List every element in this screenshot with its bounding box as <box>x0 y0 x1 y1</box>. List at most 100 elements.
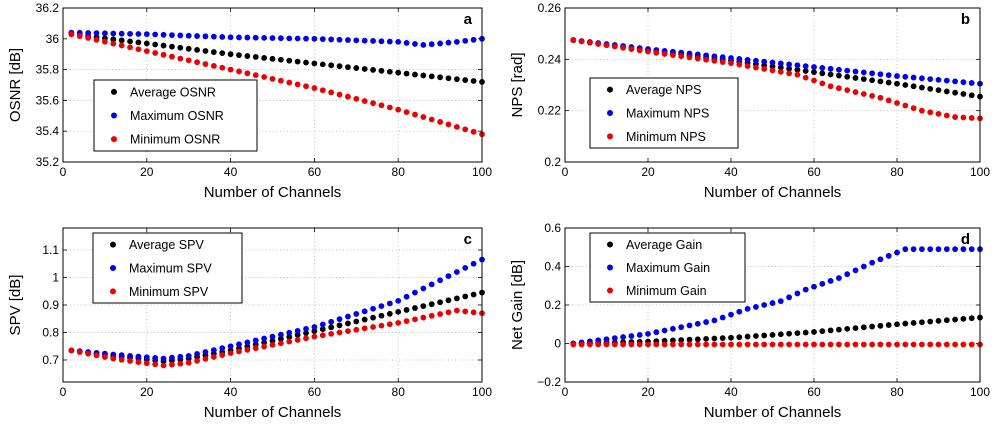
data-point <box>827 327 834 334</box>
legend: Average OSNR Maximum OSNR Minimum OSNR <box>93 79 258 152</box>
data-point <box>386 68 393 75</box>
data-point <box>852 75 859 81</box>
data-point <box>336 63 343 70</box>
data-point <box>319 36 326 43</box>
data-point <box>311 328 318 335</box>
data-point <box>794 341 801 348</box>
data-point <box>127 38 133 45</box>
data-point <box>210 49 217 55</box>
data-point <box>244 34 251 41</box>
data-point <box>93 30 100 37</box>
data-point <box>943 88 950 95</box>
data-point <box>244 339 251 346</box>
data-point <box>236 34 242 41</box>
x-tick-label: 0 <box>562 165 569 179</box>
panel-letter: a <box>464 11 473 28</box>
data-point <box>952 341 958 348</box>
data-point <box>386 321 393 328</box>
data-point <box>686 322 693 329</box>
data-point <box>603 336 610 343</box>
x-tick-label: 40 <box>724 385 738 399</box>
data-point <box>678 324 685 331</box>
data-point <box>719 54 726 61</box>
data-point <box>277 335 284 342</box>
data-point <box>102 38 108 45</box>
data-point <box>277 77 284 84</box>
data-point <box>636 47 643 54</box>
series-average-osnr <box>68 31 485 85</box>
data-point <box>336 91 343 98</box>
data-point <box>277 56 284 63</box>
y-tick-label: 35.2 <box>36 155 60 169</box>
data-point <box>968 315 975 322</box>
data-point <box>202 61 209 67</box>
data-point <box>269 333 276 340</box>
data-point <box>169 43 175 50</box>
data-point <box>653 341 660 348</box>
data-point <box>578 341 585 348</box>
x-tick-label: 60 <box>308 385 322 399</box>
data-point <box>361 325 368 332</box>
data-point <box>894 341 900 348</box>
data-point <box>428 312 435 319</box>
data-point <box>277 331 284 338</box>
data-point <box>860 263 867 270</box>
chart-panel-c: 0 20 40 60 80 100 0.7 0.8 0.9 1 1.1 Average SPV Maxi… <box>7 227 492 421</box>
data-point <box>611 341 618 348</box>
y-tick-label: 1 <box>52 271 59 285</box>
data-point <box>470 78 477 84</box>
data-point <box>127 358 133 364</box>
data-point <box>294 35 301 42</box>
data-point <box>753 64 759 71</box>
data-point <box>236 68 242 75</box>
x-tick-label: 0 <box>60 165 67 179</box>
data-point <box>769 67 776 74</box>
data-point <box>819 65 826 71</box>
data-point <box>703 335 709 342</box>
data-point <box>143 31 150 38</box>
legend-marker <box>111 88 117 95</box>
data-point <box>603 42 610 49</box>
data-point <box>177 360 184 367</box>
data-point <box>719 335 726 342</box>
data-point <box>437 311 443 317</box>
data-point <box>378 67 385 74</box>
data-point <box>777 298 784 305</box>
data-point <box>177 353 184 360</box>
series-minimum-spv <box>68 307 485 369</box>
x-axis-label: Number of Channels <box>204 404 342 421</box>
data-point <box>420 42 427 48</box>
data-point <box>570 37 577 43</box>
data-point <box>437 74 443 81</box>
data-point <box>160 51 167 58</box>
data-point <box>252 337 259 344</box>
data-point <box>453 76 460 83</box>
series-maximum-spv <box>68 256 485 362</box>
data-point <box>345 320 351 327</box>
data-point <box>269 337 276 344</box>
data-point <box>860 341 867 348</box>
x-axis-label: Number of Channels <box>704 184 842 201</box>
data-point <box>736 308 743 315</box>
data-point <box>378 38 385 45</box>
data-point <box>844 341 851 348</box>
data-point <box>185 57 192 64</box>
data-point <box>744 341 751 348</box>
data-point <box>628 46 635 52</box>
data-point <box>860 91 867 97</box>
data-point <box>645 48 651 55</box>
x-tick-label: 40 <box>724 165 738 179</box>
data-point <box>952 78 958 85</box>
data-point <box>428 73 435 80</box>
data-point <box>794 330 801 337</box>
data-point <box>919 84 925 91</box>
data-point <box>319 61 326 68</box>
data-point <box>210 347 217 353</box>
data-point <box>252 34 259 41</box>
data-point <box>960 315 967 322</box>
data-point <box>819 280 826 287</box>
data-point <box>894 73 900 79</box>
y-axis-label: Net Gain [dB] <box>509 260 526 350</box>
chart-panel-b: 0 20 40 60 80 100 0.2 0.22 0.24 0.26 Average NPS Ma… <box>509 1 990 201</box>
data-point <box>428 116 435 123</box>
